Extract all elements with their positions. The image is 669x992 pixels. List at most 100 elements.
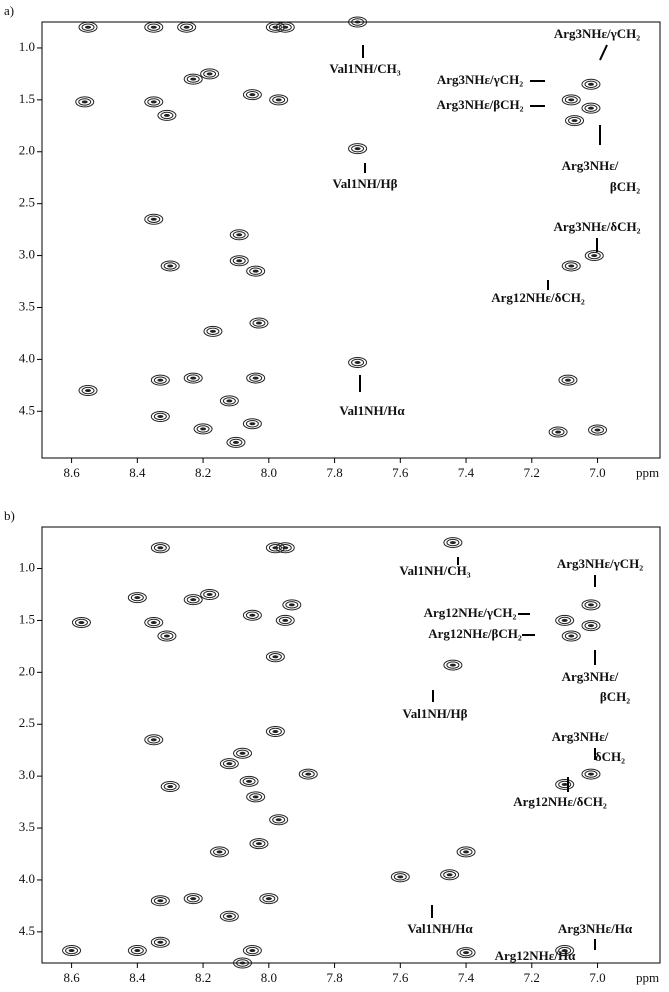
- x-tick-label: 8.2: [195, 970, 211, 985]
- peak-core: [568, 264, 575, 268]
- peak-contour-inner: [459, 948, 473, 957]
- peak-contour: [127, 945, 147, 957]
- peak-core: [150, 25, 157, 29]
- y-tick-label: 2.0: [19, 143, 35, 158]
- y-tick-label: 1.5: [19, 91, 35, 106]
- peak-contour-inner: [558, 946, 572, 955]
- peak-contour-inner: [147, 23, 161, 31]
- peak-contour: [561, 630, 581, 642]
- peak-contour: [183, 594, 203, 606]
- x-tick-label: 7.6: [392, 465, 409, 480]
- peak-contour-inner: [222, 912, 236, 920]
- peak-annotation: Arg3NHε/Hα: [558, 921, 633, 936]
- peak-annotation: Arg3NHε/γCH₂: [554, 26, 640, 41]
- plot-frame: [41, 21, 661, 459]
- peak-contour-inner: [301, 770, 315, 778]
- peak-annotation: Val1NH/Hβ: [403, 706, 468, 721]
- peak-core: [190, 77, 197, 81]
- peak-contour-inner: [147, 736, 161, 744]
- peak-contour: [62, 945, 82, 957]
- peak-contour-inner: [186, 75, 200, 83]
- y-tick-label: 3.5: [19, 298, 35, 313]
- peak-contour-inner: [249, 374, 263, 382]
- peak-contour: [581, 102, 601, 114]
- peak-core: [190, 598, 197, 602]
- peak-contour-inner: [459, 848, 473, 856]
- peak-contour-inner: [78, 98, 92, 106]
- y-tick-label: 3.0: [19, 767, 35, 782]
- peak-contour: [246, 791, 266, 803]
- peak-contour-inner: [351, 18, 365, 26]
- peak-contour: [565, 115, 585, 127]
- peak-contour-inner: [584, 80, 598, 88]
- y-tick-label: 4.5: [19, 923, 35, 938]
- peak-core: [354, 360, 361, 364]
- peak-contour: [144, 617, 164, 629]
- peak-contour: [581, 768, 601, 780]
- peak-core: [226, 762, 233, 766]
- peak-contour: [183, 73, 203, 85]
- peak-core: [183, 25, 190, 29]
- peak-contour-inner: [568, 116, 582, 125]
- peak-contour: [584, 250, 604, 262]
- peak-annotation: Val1NH/CH₃: [399, 563, 470, 578]
- peak-core: [288, 603, 295, 607]
- x-tick-label: 8.6: [63, 970, 80, 985]
- peak-contour: [555, 614, 575, 626]
- plot-frame: [41, 526, 661, 964]
- peak-contour: [246, 372, 266, 384]
- peak-core: [591, 254, 598, 258]
- peak-core: [446, 873, 453, 877]
- peak-core: [561, 618, 568, 622]
- peak-core: [275, 818, 282, 822]
- peak-contour-inner: [268, 653, 282, 661]
- peak-contour: [259, 893, 279, 905]
- peak-core: [255, 321, 262, 325]
- peak-contour: [144, 213, 164, 225]
- peak-contour: [242, 418, 262, 430]
- peak-core: [246, 779, 253, 783]
- peak-core: [255, 842, 262, 846]
- peak-contour: [555, 778, 575, 790]
- peak-contour: [150, 410, 170, 422]
- peak-contour: [265, 726, 285, 738]
- peak-contour: [127, 592, 147, 604]
- peak-annotation: δCH₂: [595, 749, 625, 764]
- peak-contour: [150, 374, 170, 386]
- peak-contour: [200, 588, 220, 600]
- peak-contour-inner: [262, 894, 276, 903]
- x-axis-label: ppm: [636, 465, 659, 480]
- peak-contour-inner: [584, 770, 598, 778]
- peak-core: [232, 440, 239, 444]
- peak-contour: [160, 781, 180, 793]
- peak-core: [305, 772, 312, 776]
- peak-core: [226, 399, 233, 403]
- peak-contour-inner: [245, 90, 259, 99]
- peak-core: [167, 264, 174, 268]
- peak-core: [157, 378, 164, 382]
- peak-contour-inner: [564, 96, 578, 104]
- peak-contour: [183, 372, 203, 384]
- y-tick-label: 2.5: [19, 715, 35, 730]
- peak-annotation: Arg12NHε/γCH₂: [424, 605, 517, 620]
- peak-contour-inner: [245, 946, 259, 955]
- peak-core: [239, 751, 246, 755]
- peak-annotation: Val1NH/Hβ: [333, 176, 398, 191]
- x-tick-label: 8.4: [129, 465, 146, 480]
- peak-core: [568, 634, 575, 638]
- y-tick-label: 4.0: [19, 350, 35, 365]
- peak-contour-inner: [584, 621, 598, 630]
- peak-contour: [150, 936, 170, 948]
- peak-contour-inner: [252, 319, 266, 327]
- peak-core: [150, 621, 157, 625]
- peak-contour-inner: [147, 215, 161, 223]
- peak-core: [587, 624, 594, 628]
- x-tick-label: 8.6: [63, 465, 80, 480]
- peak-contour-inner: [587, 251, 601, 260]
- peak-contour: [348, 143, 368, 155]
- peak-annotation: Arg3NHε/δCH₂: [554, 219, 641, 234]
- x-tick-label: 7.0: [589, 970, 605, 985]
- peak-core: [249, 422, 256, 426]
- peak-contour-inner: [446, 661, 460, 669]
- peak-core: [463, 951, 470, 955]
